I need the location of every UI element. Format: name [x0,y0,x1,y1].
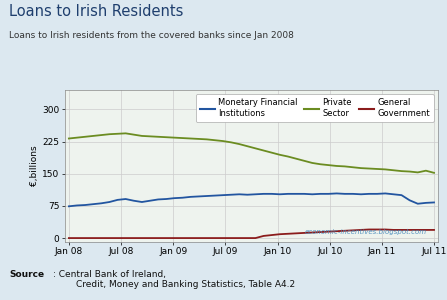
Text: economic-incentives.blogspot.com: economic-incentives.blogspot.com [305,229,427,236]
Y-axis label: €,billions: €,billions [30,146,39,186]
Legend: Monetary Financial
Institutions, Private
Sector, General
Government: Monetary Financial Institutions, Private… [196,94,434,122]
Text: Loans to Irish Residents: Loans to Irish Residents [9,4,183,20]
Text: Source: Source [9,270,44,279]
Text: Loans to Irish residents from the covered banks since Jan 2008: Loans to Irish residents from the covere… [9,32,294,40]
Text: : Central Bank of Ireland,
        Credit, Money and Banking Statistics, Table A: : Central Bank of Ireland, Credit, Money… [53,270,295,290]
